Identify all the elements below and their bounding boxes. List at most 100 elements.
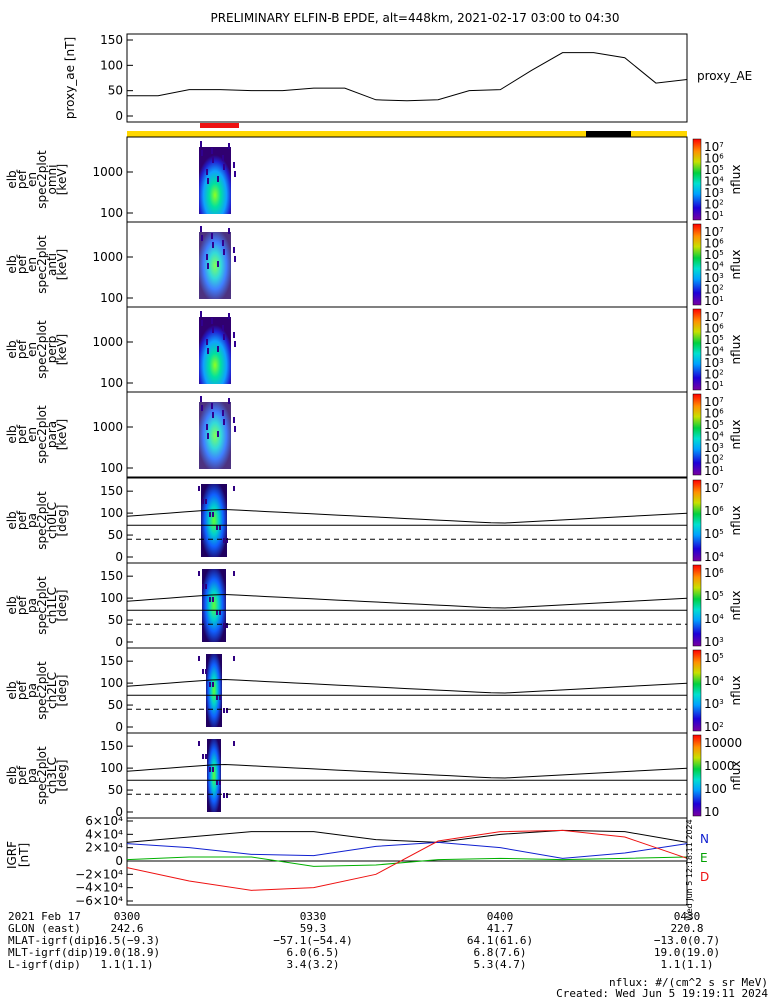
data-speckle [202,669,204,674]
igrf-legend-e: E [700,851,708,865]
data-speckle [209,512,211,517]
panel-ylabel: elb [5,766,19,784]
colorbar-tick-label: 104 [704,260,724,274]
colorbar-tick-label: 106 [704,322,724,336]
colorbar-tick-label: 100 [704,782,727,796]
mlat-1: −57.1(−54.4) [273,934,352,947]
data-speckle [212,597,214,602]
colorbar [692,308,702,391]
panel-ylabel: [deg] [55,760,69,792]
igrf-ytick-label: 0 [115,854,123,868]
ytick-label: 100 [100,761,123,775]
ytick-label: 1000 [92,335,123,349]
igrf-series-d [126,829,688,891]
data-speckle [216,695,218,700]
panel-ylabel: spec2plot [35,235,49,294]
panel-ylabel: [deg] [55,505,69,537]
pitch-angle-data [202,569,226,642]
data-speckle [211,148,213,154]
pitch-angle-data [207,739,221,812]
glon-2: 41.7 [487,922,514,935]
ytick-label: 150 [100,569,123,583]
data-speckle [222,410,224,416]
igrf-legend-n: N [700,832,709,846]
colorbar-tick-label: 106 [704,152,724,166]
colorbar-tick-label: 105 [704,527,724,541]
igrf-ylabel-1: [nT] [17,843,31,867]
local-90deg-line [126,763,688,779]
data-speckle [233,417,235,423]
igrf-legend-d: D [700,870,709,884]
panel-ylabel: en [25,172,39,187]
data-speckle [216,610,218,615]
ytick-label: 0 [115,805,123,819]
colorbar-tick-label: 102 [704,720,724,734]
glon-0: 242.6 [110,922,143,935]
data-speckle [223,164,225,170]
units-note: nflux: #/(cm^2 s sr MeV) [609,976,768,989]
panel-ylabel: [deg] [55,675,69,707]
mlat-2: 64.1(61.6) [467,934,533,947]
mlat-0: 16.5(−9.3) [94,934,160,947]
colorbar-tick-label: 103 [704,356,724,370]
data-speckle [222,240,224,246]
colorbar-tick-label: 106 [704,407,724,421]
colorbar-label: nflux [729,676,743,706]
data-speckle [205,499,207,504]
data-speckle [223,623,225,628]
colorbar-tick-label: 106 [704,504,724,518]
panel-ylabel: [deg] [55,590,69,622]
data-speckle [223,793,225,798]
ytick-label: 50 [108,613,123,627]
ytick-label: 100 [100,676,123,690]
panel-ylabel: pef [15,254,29,274]
colorbar-tick-label: 106 [704,237,724,251]
footer-mlat-label: MLAT-igrf(dip) [8,934,101,947]
data-speckle [223,249,225,255]
data-speckle [206,424,208,430]
panel-ylabel: elb [5,511,19,529]
colorbar-tick-label: 101 [704,379,724,393]
colorbar-tick-label: 104 [704,430,724,444]
colorbar-tick-label: 102 [704,453,724,467]
data-speckle [209,597,211,602]
data-speckle [200,141,202,147]
data-speckle [209,682,211,687]
colorbar [692,734,702,817]
data-speckle [198,486,200,491]
colorbar-label: nflux [729,250,743,280]
ytick-label: 150 [100,739,123,753]
panel-ylabel: pa [25,768,39,783]
colorbar-tick-label: 107 [704,225,724,239]
colorbar-tick-label: 1000 [704,759,735,773]
status-bar [127,123,687,137]
data-speckle [233,332,235,338]
data-speckle [228,228,230,234]
ytick-label: 100 [100,591,123,605]
colorbar-label: nflux [729,165,743,195]
panel-ylabel: anti [45,253,59,276]
footer-t3: 0430 [674,910,701,923]
panel-ylabel: pa [25,513,39,528]
ytick-label: 0 [115,550,123,564]
data-speckle [222,325,224,331]
colorbar-tick-label: 101 [704,464,724,478]
ytick-label: 1000 [92,420,123,434]
colorbar-tick-label: 103 [704,635,724,649]
colorbar [692,223,702,306]
colorbar-tick-label: 105 [704,418,724,432]
data-speckle [205,669,207,674]
mlt-0: 19.0(18.9) [94,946,160,959]
l-2: 5.3(4.7) [474,958,527,971]
data-speckle [233,741,235,746]
data-speckle [206,339,208,345]
colorbar-tick-label: 101 [704,294,724,308]
colorbar-tick-label: 105 [704,651,724,665]
colorbar-tick-label: 104 [704,550,724,564]
colorbar-tick-label: 105 [704,163,724,177]
data-speckle [198,656,200,661]
ytick-label: 150 [100,484,123,498]
